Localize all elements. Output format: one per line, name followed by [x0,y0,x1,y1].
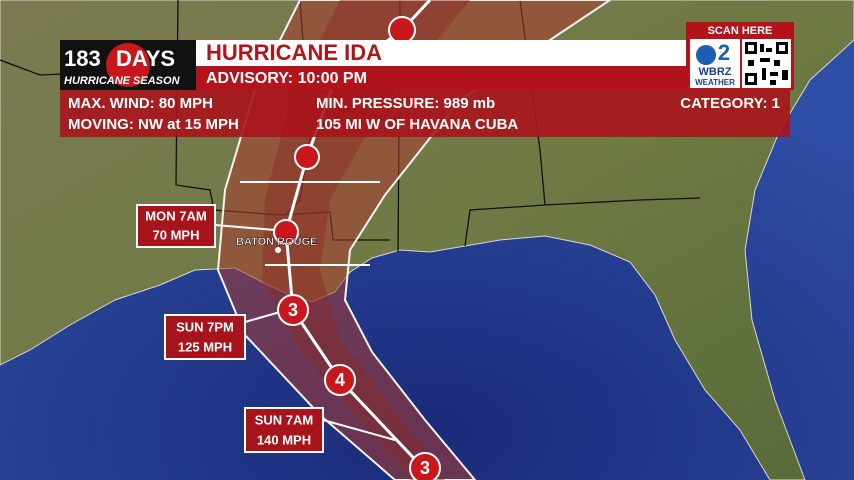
location: 105 MI W OF HAVANA CUBA [316,116,518,133]
time-label: SUN 7AM [255,412,314,427]
min-pressure: MIN. PRESSURE: 989 mb [316,95,495,112]
wind-label: 125 MPH [178,339,232,354]
scan-here: SCAN HERE [708,25,773,37]
brand: WEATHER [695,78,735,87]
station-logo: SCAN HERE 2 WBRZ WEATHER [686,22,794,90]
wind-label: 140 MPH [257,432,311,447]
max-wind: MAX. WIND: 80 MPH [68,95,213,112]
station: WBRZ [699,66,732,78]
countdown-number: 183 [64,46,101,71]
city-label: BATON ROUGE [236,236,318,248]
storm-category: 3 [288,300,298,320]
channel: 2 [718,40,730,65]
advisory: ADVISORY: 10:00 PM [206,70,367,87]
countdown-unit: DAYS [116,46,175,71]
countdown-caption: HURRICANE SEASON [64,75,181,87]
title: HURRICANE IDA [206,40,382,65]
connector-lines [214,181,396,441]
track-label: SUN 7AM 140 MPH [244,407,324,453]
track-label: MON 7AM 70 MPH [136,204,216,248]
header: 183 DAYS HURRICANE SEASON HURRICANE IDA … [60,40,790,137]
time-label: SUN 7PM [176,319,234,334]
wind-label: 70 MPH [153,227,200,242]
moving: MOVING: NW at 15 MPH [68,116,239,133]
category: CATEGORY: 1 [680,95,780,112]
storm-category: 4 [335,370,345,390]
storm-category: 3 [420,458,430,478]
city-dot [275,247,281,253]
time-label: MON 7AM [145,208,206,223]
storm-icons [273,16,441,480]
track-label: SUN 7PM 125 MPH [164,314,246,360]
